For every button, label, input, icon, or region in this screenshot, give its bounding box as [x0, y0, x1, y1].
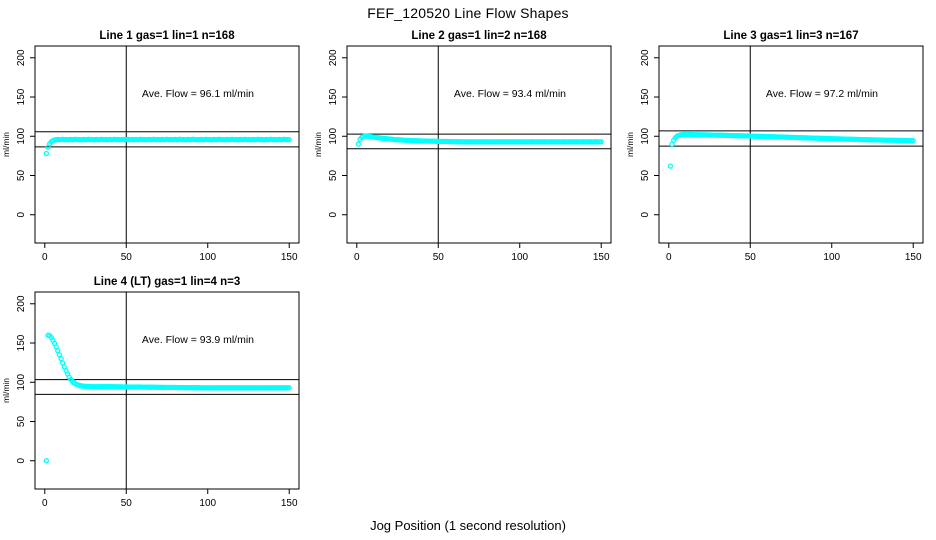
y-tick-label: 100 [328, 128, 339, 145]
y-tick-label: 200 [640, 49, 651, 66]
average-flow-annotation: Ave. Flow = 97.2 ml/min [766, 88, 878, 100]
data-points [43, 136, 292, 157]
x-tick-label: 0 [42, 498, 48, 509]
empty-cell [312, 272, 624, 518]
x-tick-label: 150 [281, 498, 298, 509]
chart-panel-line-4: Line 4 (LT) gas=1 lin=4 n=3 0 50 100 150 0 50 1… [0, 272, 312, 518]
average-flow-annotation: Ave. Flow = 96.1 ml/min [142, 88, 254, 100]
x-tick-label: 100 [199, 252, 216, 263]
line-4-plot: Line 4 (LT) gas=1 lin=4 n=3 0 50 100 150 0 50 1… [1, 276, 300, 509]
y-tick-label: 0 [640, 211, 651, 217]
x-tick-label: 50 [121, 498, 133, 509]
data-points [43, 332, 292, 464]
chart-panel-line-2: Line 2 gas=1 lin=2 n=168 0 50 100 150 0 50 100 1… [312, 26, 624, 272]
panel-title: Line 4 (LT) gas=1 lin=4 n=3 [94, 276, 240, 288]
x-tick-label: 50 [121, 252, 133, 263]
y-axis-label: ml/min [625, 132, 635, 157]
x-tick-label: 0 [354, 252, 360, 263]
chart-panel-line-1: Line 1 gas=1 lin=1 n=168 0 50 100 150 0 50 100 1… [0, 26, 312, 272]
y-tick-label: 100 [16, 374, 27, 391]
y-tick-label: 50 [16, 170, 27, 182]
y-tick-label: 200 [16, 295, 27, 312]
y-tick-label: 150 [328, 88, 339, 105]
line-2-plot: Line 2 gas=1 lin=2 n=168 0 50 100 150 0 50 100 1… [313, 30, 612, 263]
data-points [355, 133, 604, 147]
x-tick-label: 150 [593, 252, 610, 263]
y-tick-label: 0 [16, 457, 27, 463]
x-tick-label: 150 [905, 252, 922, 263]
y-axis-label: ml/min [313, 132, 323, 157]
panel-title: Line 1 gas=1 lin=1 n=168 [99, 30, 235, 42]
x-tick-label: 150 [281, 252, 298, 263]
x-tick-label: 100 [823, 252, 840, 263]
average-flow-annotation: Ave. Flow = 93.4 ml/min [454, 88, 566, 100]
y-tick-label: 50 [16, 416, 27, 428]
x-tick-label: 100 [199, 498, 216, 509]
y-axis-label: ml/min [1, 132, 11, 157]
line-3-plot: Line 3 gas=1 lin=3 n=167 0 50 100 150 0 50 100 1… [625, 30, 924, 263]
x-tick-label: 50 [433, 252, 445, 263]
main-title: FEF_120520 Line Flow Shapes [367, 5, 569, 21]
average-flow-annotation: Ave. Flow = 93.9 ml/min [142, 334, 254, 346]
shared-x-axis-label: Jog Position (1 second resolution) [370, 518, 566, 533]
x-tick-label: 0 [42, 252, 48, 263]
y-tick-label: 100 [640, 128, 651, 145]
y-tick-label: 0 [16, 211, 27, 217]
y-axis-label: ml/min [1, 378, 11, 403]
plot-box [658, 45, 924, 244]
plot-box [34, 291, 300, 490]
empty-cell [624, 272, 936, 518]
plot-box [346, 45, 612, 244]
x-tick-label: 0 [666, 252, 672, 263]
chart-grid: Line 1 gas=1 lin=1 n=168 0 50 100 150 0 50 100 1… [0, 26, 936, 518]
y-tick-label: 150 [16, 334, 27, 351]
data-points [667, 131, 916, 169]
line-1-plot: Line 1 gas=1 lin=1 n=168 0 50 100 150 0 50 100 1… [1, 30, 300, 263]
y-tick-label: 100 [16, 128, 27, 145]
y-tick-label: 0 [328, 211, 339, 217]
y-tick-label: 200 [16, 49, 27, 66]
y-tick-label: 200 [328, 49, 339, 66]
plot-box [34, 45, 300, 244]
x-tick-label: 100 [511, 252, 528, 263]
y-tick-label: 50 [640, 170, 651, 182]
chart-panel-line-3: Line 3 gas=1 lin=3 n=167 0 50 100 150 0 50 100 1… [624, 26, 936, 272]
y-tick-label: 150 [640, 88, 651, 105]
x-tick-label: 50 [745, 252, 757, 263]
panel-title: Line 3 gas=1 lin=3 n=167 [723, 30, 858, 42]
y-tick-label: 50 [328, 170, 339, 182]
y-tick-label: 150 [16, 88, 27, 105]
panel-title: Line 2 gas=1 lin=2 n=168 [411, 30, 547, 42]
